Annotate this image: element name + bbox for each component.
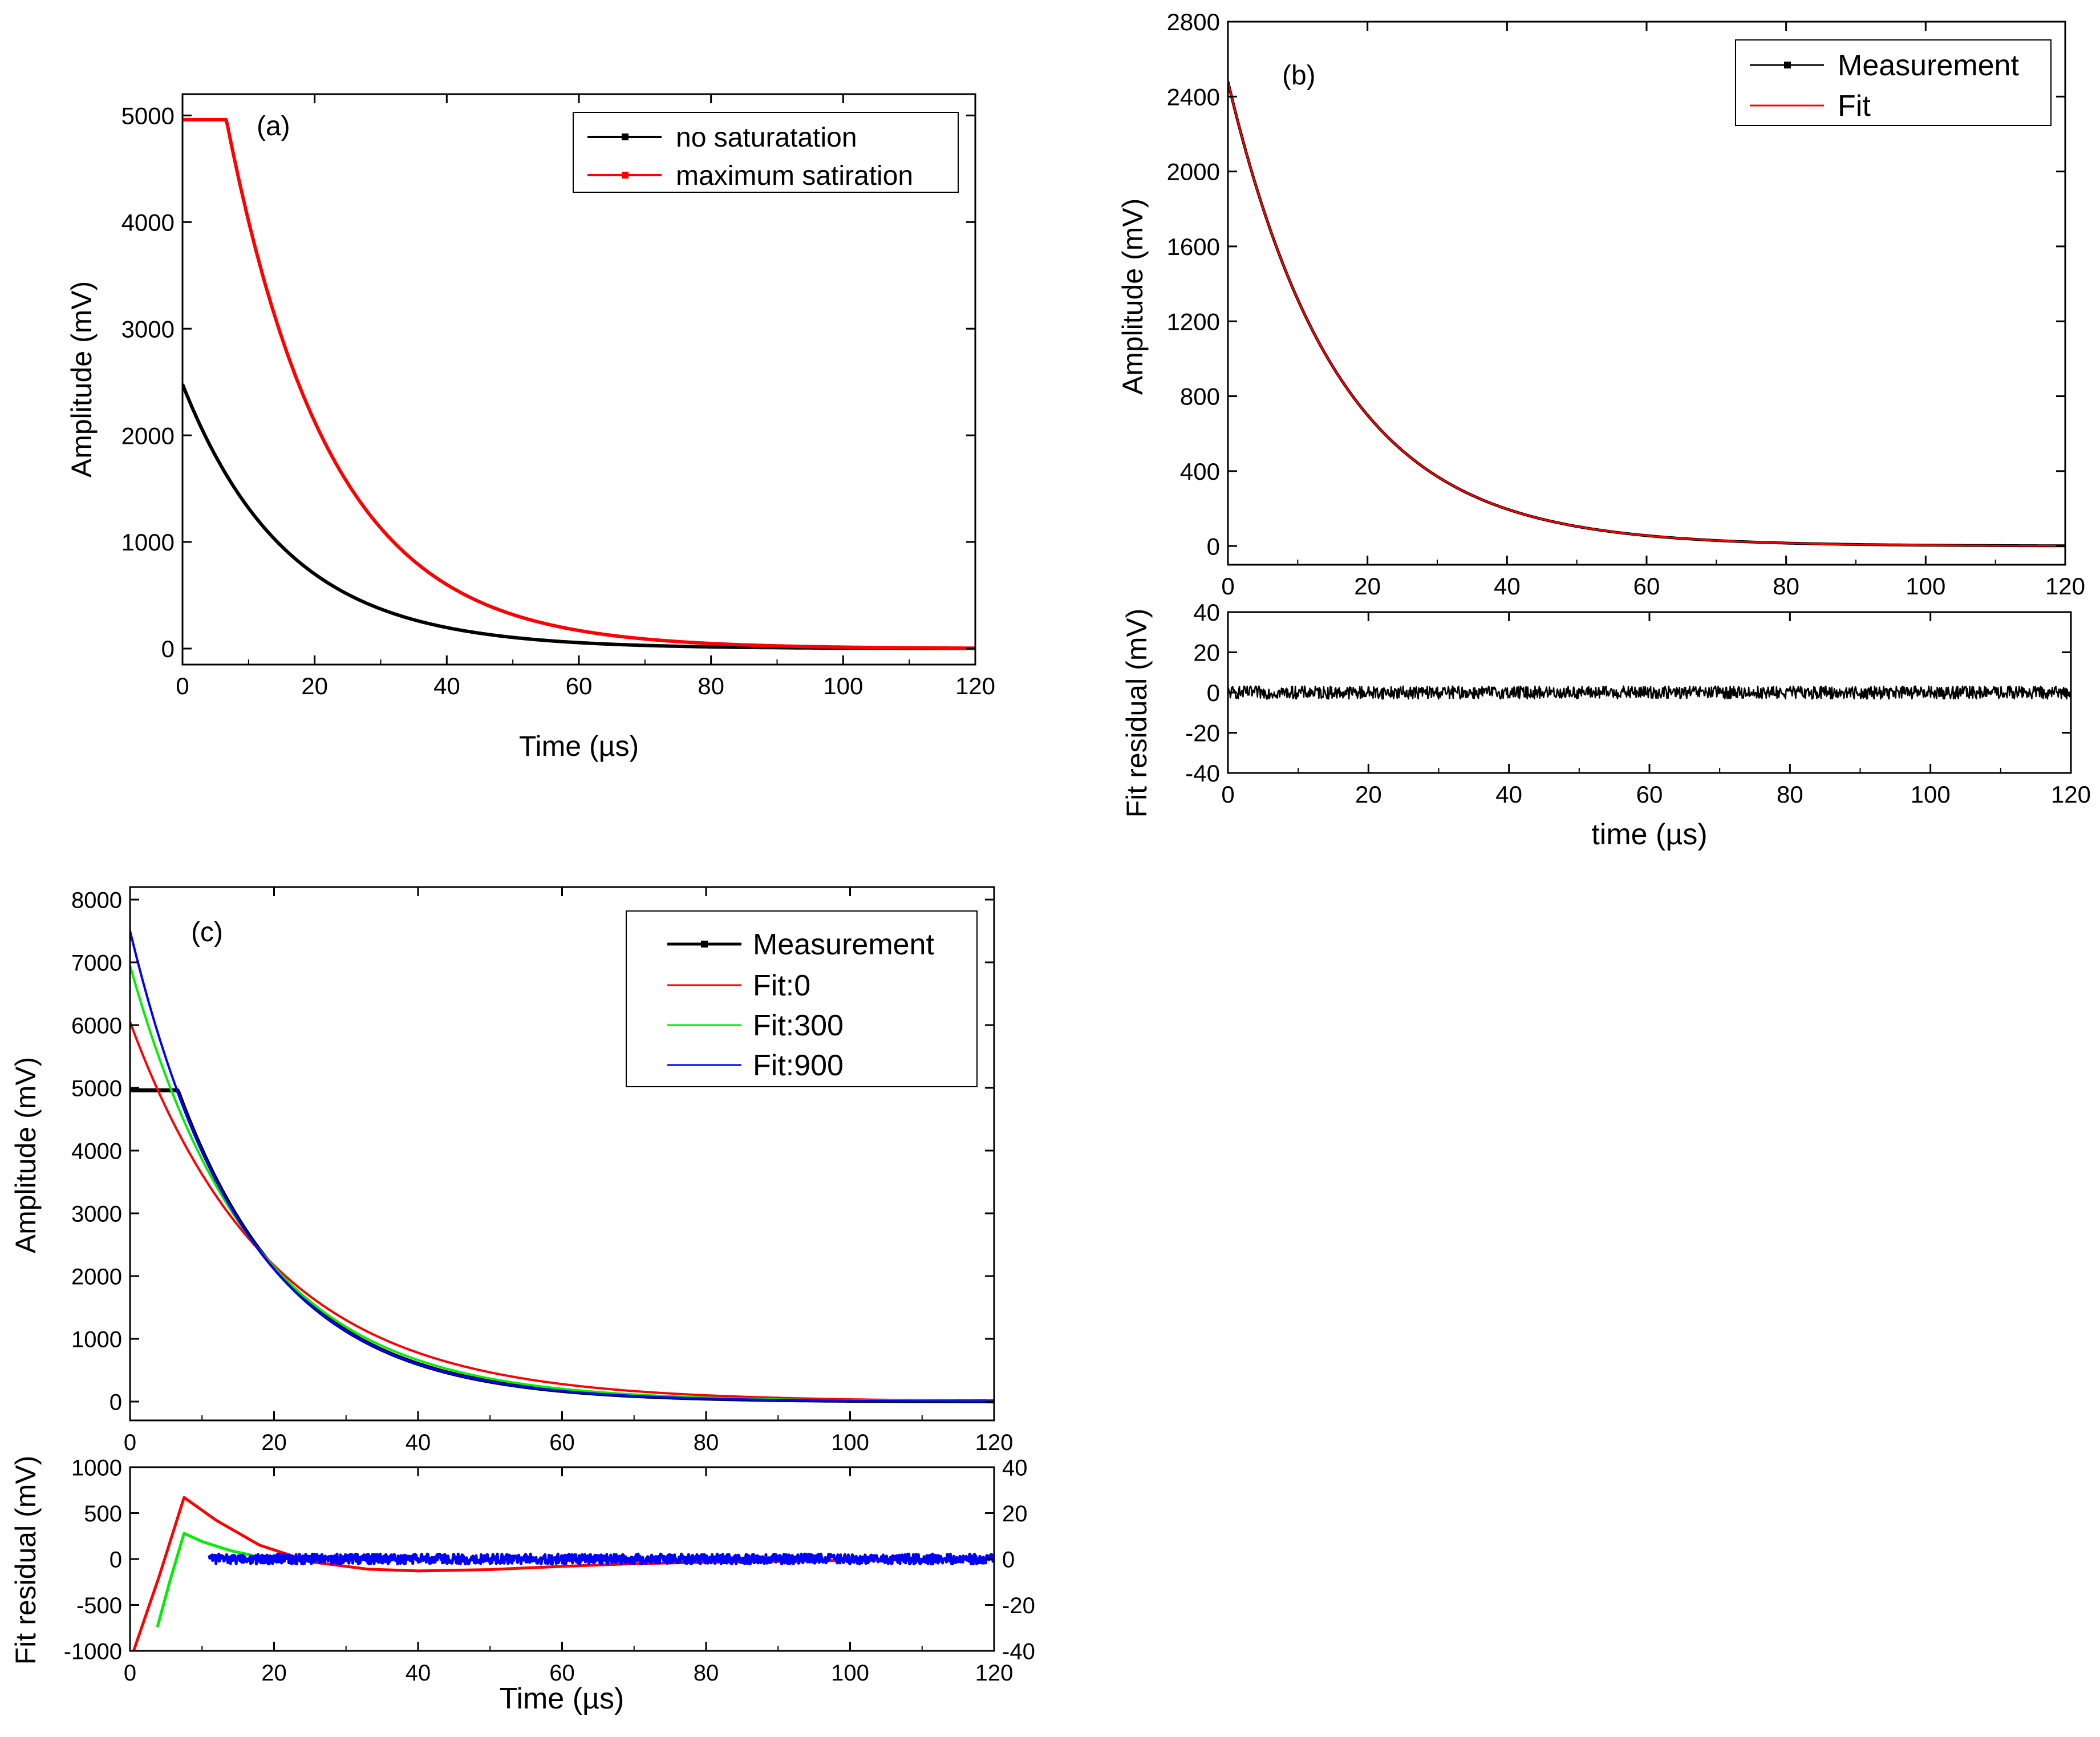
- x-tick-label: 80: [698, 673, 724, 699]
- x-tick-label: 20: [301, 673, 328, 699]
- x-tick-label: 120: [2045, 573, 2085, 600]
- y-tick-label: 3000: [71, 1201, 122, 1226]
- x-tick-label: 0: [1221, 781, 1234, 808]
- legend-label-no-saturatation: no saturatation: [676, 123, 857, 153]
- y-tick-label: 3000: [121, 315, 175, 342]
- x-tick-label: 20: [261, 1661, 287, 1686]
- legend-label-measurement-b: Measurement: [1838, 49, 2019, 82]
- x-tick-label: 80: [694, 1661, 719, 1686]
- y-tick-label: -1000: [64, 1639, 122, 1664]
- x-tick-label: 20: [1355, 781, 1382, 808]
- y-tick-label: 4000: [71, 1139, 122, 1164]
- panel-a-x-axis-title: Time (µs): [519, 730, 639, 762]
- panel-c-y-axis-title: Amplitude (mV): [10, 1057, 42, 1254]
- y-tick-label: -20: [1185, 720, 1220, 747]
- figure-canvas: 0 20 40 60 80 100 120 010002000300040005000 (a…: [0, 0, 2100, 1737]
- y2-tick-label: -40: [1002, 1639, 1035, 1664]
- y-tick-label: 2000: [121, 422, 175, 449]
- y-tick-label: 400: [1180, 458, 1220, 485]
- x-tick-label: 40: [1494, 573, 1521, 600]
- y-tick-label: 0: [1207, 533, 1220, 560]
- legend-marker-maximum-satiration: [622, 172, 629, 179]
- x-tick-label: 40: [1495, 781, 1522, 808]
- y-tick-label: 8000: [71, 888, 122, 913]
- x-tick-label: 80: [694, 1430, 719, 1455]
- y-tick-label: 1000: [71, 1327, 122, 1352]
- y-tick-label: 5000: [121, 103, 175, 129]
- panel-b-residual-y-axis-title: Fit residual (mV): [1121, 609, 1153, 818]
- panel-b-label: (b): [1282, 60, 1316, 91]
- x-tick-label: 20: [1354, 573, 1381, 600]
- y-tick-label: 0: [1207, 679, 1220, 706]
- y2-tick-label: 40: [1002, 1455, 1028, 1480]
- x-tick-label: 120: [975, 1430, 1013, 1455]
- x-tick-label: 0: [124, 1661, 136, 1686]
- x-tick-label: 60: [1636, 781, 1663, 808]
- x-tick-label: 40: [433, 673, 460, 699]
- panel-c-residual-x-axis-title: Time (µs): [500, 1682, 625, 1715]
- y-tick-label: 40: [1193, 599, 1220, 626]
- x-tick-label: 60: [566, 673, 593, 699]
- y-tick-label: 7000: [71, 950, 122, 975]
- panel-b-residual-x-axis-title: time (µs): [1591, 818, 1707, 851]
- x-tick-label: 40: [406, 1661, 431, 1686]
- y-tick-label: 5000: [71, 1076, 122, 1101]
- legend-label-maximum-satiration: maximum satiration: [676, 161, 913, 191]
- y-tick-label: 0: [110, 1547, 122, 1572]
- x-tick-label: 0: [1221, 573, 1234, 600]
- legend-label-fit-900: Fit:900: [753, 1049, 844, 1082]
- y-tick-label: 4000: [121, 209, 175, 236]
- y-tick-label: 800: [1180, 383, 1220, 410]
- y-tick-label: 1200: [1167, 308, 1220, 335]
- x-tick-label: 100: [831, 1430, 869, 1455]
- panel-c-residual-y-axis-title: Fit residual (mV): [10, 1456, 42, 1665]
- legend-label-fit-0: Fit:0: [753, 969, 810, 1002]
- legend-marker-measurement-b: [1784, 62, 1791, 68]
- x-tick-label: 100: [823, 673, 863, 699]
- y2-tick-label: 0: [1002, 1547, 1015, 1572]
- x-tick-label: 0: [176, 673, 189, 699]
- panel-b-y-axis-title: Amplitude (mV): [1117, 199, 1149, 395]
- y-tick-label: 500: [84, 1501, 122, 1527]
- x-tick-label: 40: [406, 1430, 431, 1455]
- x-tick-label: 120: [975, 1661, 1013, 1686]
- y-tick-label: 1000: [71, 1455, 122, 1480]
- y-tick-label: -500: [76, 1593, 122, 1618]
- x-tick-label: 100: [831, 1661, 869, 1686]
- y-tick-label: 6000: [71, 1013, 122, 1038]
- panel-a-label: (a): [257, 111, 290, 141]
- y-tick-label: 20: [1193, 639, 1220, 666]
- y-tick-label: 1000: [121, 529, 175, 556]
- y-tick-label: 1600: [1167, 233, 1220, 260]
- x-tick-label: 100: [1906, 573, 1945, 600]
- x-tick-label: 60: [549, 1430, 575, 1455]
- y-tick-label: 2400: [1167, 83, 1220, 110]
- x-tick-label: 100: [1911, 781, 1951, 808]
- legend-marker-measurement-c: [701, 941, 708, 948]
- y-tick-label: 0: [110, 1390, 122, 1415]
- panel-c-label: (c): [191, 917, 223, 948]
- x-tick-label: 80: [1777, 781, 1803, 808]
- x-tick-label: 120: [2051, 781, 2091, 808]
- legend-label-fit-300: Fit:300: [753, 1009, 844, 1042]
- legend-label-fit-b: Fit: [1838, 90, 1871, 123]
- y-tick-label: 2000: [71, 1264, 122, 1289]
- x-tick-label: 120: [955, 673, 995, 699]
- legend-marker-no-saturatation: [622, 133, 629, 140]
- x-tick-label: 80: [1773, 573, 1799, 600]
- x-tick-label: 20: [261, 1430, 287, 1455]
- panel-a-y-axis-title: Amplitude (mV): [66, 281, 98, 478]
- legend-label-measurement-c: Measurement: [753, 928, 934, 961]
- y-tick-label: 0: [161, 635, 175, 662]
- y-tick-label: 2000: [1167, 159, 1220, 185]
- x-tick-label: 0: [124, 1430, 136, 1455]
- y2-tick-label: -20: [1002, 1593, 1035, 1618]
- y2-tick-label: 20: [1002, 1501, 1028, 1527]
- figure-background: [0, 0, 2100, 1737]
- y-tick-label: 2800: [1167, 9, 1220, 35]
- x-tick-label: 60: [1633, 573, 1660, 600]
- y-tick-label: -40: [1185, 760, 1220, 787]
